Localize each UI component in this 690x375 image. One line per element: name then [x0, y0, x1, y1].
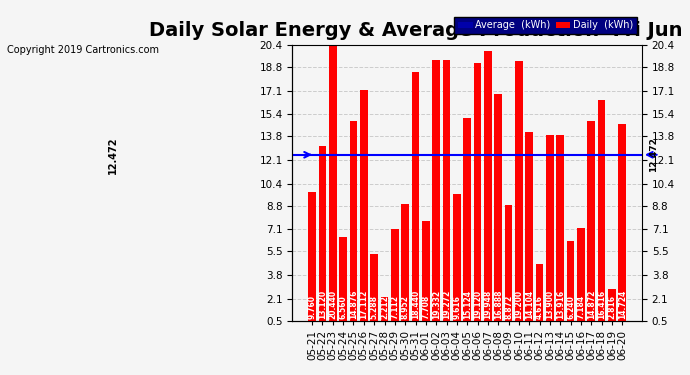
Text: 16.888: 16.888	[494, 290, 503, 320]
Text: 2.816: 2.816	[607, 296, 616, 320]
Text: 13.120: 13.120	[318, 290, 327, 320]
Bar	[473, 63, 482, 328]
Title: Daily Solar Energy & Average Production  Fri Jun 21 20:21: Daily Solar Energy & Average Production …	[149, 21, 690, 40]
Bar	[329, 44, 337, 328]
Bar	[546, 135, 554, 328]
Text: 19.120: 19.120	[473, 290, 482, 320]
Text: 19.332: 19.332	[432, 290, 441, 320]
Text: 19.948: 19.948	[484, 290, 493, 320]
Text: 14.872: 14.872	[586, 290, 595, 320]
Text: 9.760: 9.760	[308, 296, 317, 320]
Text: 18.440: 18.440	[411, 290, 420, 320]
Bar	[422, 221, 430, 328]
Bar	[484, 51, 492, 328]
Bar	[433, 60, 440, 328]
Bar	[453, 194, 461, 328]
Text: 6.240: 6.240	[566, 296, 575, 320]
Bar	[463, 118, 471, 328]
Text: 12.472: 12.472	[649, 137, 658, 172]
Bar	[587, 122, 595, 328]
Bar	[360, 90, 368, 328]
Text: 9.616: 9.616	[453, 296, 462, 320]
Text: 14.724: 14.724	[618, 290, 627, 320]
Bar	[412, 72, 420, 328]
Text: 19.200: 19.200	[514, 290, 524, 320]
Text: 14.104: 14.104	[524, 290, 534, 320]
Bar	[515, 62, 523, 328]
Text: 13.900: 13.900	[545, 290, 554, 320]
Text: 20.440: 20.440	[328, 290, 337, 320]
Text: 19.272: 19.272	[442, 290, 451, 320]
Text: 12.472: 12.472	[108, 136, 117, 174]
Bar	[618, 123, 626, 328]
Bar	[577, 228, 585, 328]
Legend: Average  (kWh), Daily  (kWh): Average (kWh), Daily (kWh)	[454, 16, 637, 34]
Text: 13.916: 13.916	[555, 290, 564, 320]
Bar	[350, 122, 357, 328]
Text: 7.112: 7.112	[391, 296, 400, 320]
Text: 2.212: 2.212	[380, 296, 389, 320]
Text: 7.708: 7.708	[422, 295, 431, 320]
Text: 16.416: 16.416	[597, 290, 606, 320]
Bar	[608, 289, 615, 328]
Text: 8.952: 8.952	[401, 296, 410, 320]
Bar	[494, 93, 502, 328]
Text: 5.288: 5.288	[370, 296, 379, 320]
Bar	[391, 229, 399, 328]
Bar	[566, 241, 575, 328]
Bar	[339, 237, 347, 328]
Bar	[308, 192, 316, 328]
Bar	[443, 60, 451, 328]
Bar	[535, 264, 544, 328]
Text: 8.872: 8.872	[504, 295, 513, 320]
Bar	[381, 297, 388, 328]
Bar	[525, 132, 533, 328]
Text: Copyright 2019 Cartronics.com: Copyright 2019 Cartronics.com	[7, 45, 159, 55]
Text: 14.876: 14.876	[349, 290, 358, 320]
Text: 6.560: 6.560	[339, 296, 348, 320]
Bar	[319, 146, 326, 328]
Text: 17.112: 17.112	[359, 290, 368, 320]
Bar	[402, 204, 409, 328]
Text: 7.184: 7.184	[576, 296, 585, 320]
Bar	[504, 205, 513, 328]
Bar	[598, 100, 605, 328]
Text: 15.124: 15.124	[463, 291, 472, 320]
Bar	[556, 135, 564, 328]
Text: 4.616: 4.616	[535, 296, 544, 320]
Bar	[371, 254, 378, 328]
